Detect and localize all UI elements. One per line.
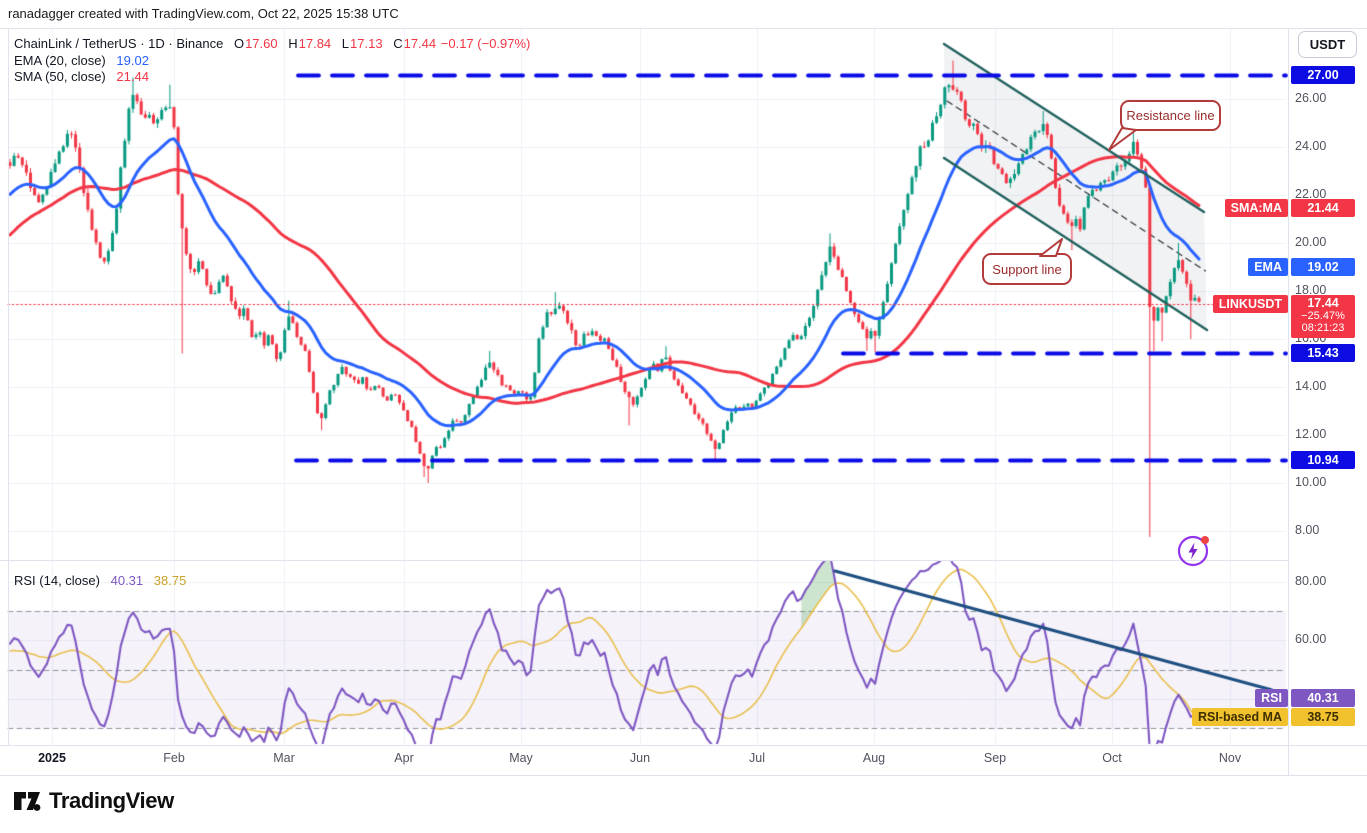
time-axis-label: Jun — [629, 751, 651, 765]
rsi-axis-label: 80.00 — [1295, 574, 1327, 588]
ohlc-high-label: H — [288, 36, 298, 51]
left-border — [8, 28, 9, 745]
level-27-badge: 27.00 — [1291, 66, 1355, 84]
price-axis-label: 8.00 — [1295, 523, 1320, 537]
support-line-label: Support line — [992, 261, 1062, 277]
time-axis-label: Oct — [1102, 751, 1122, 765]
ohlc-close-label: C — [393, 36, 403, 51]
ohlc-open-label: O — [233, 36, 245, 51]
rsi-ma-axis-label: RSI-based MA — [1191, 707, 1288, 726]
ema-axis-label: EMA — [1248, 257, 1288, 276]
ohlc-open-value: 17.60 — [245, 36, 278, 51]
level-1543-badge: 15.43 — [1291, 343, 1355, 362]
price-axis-label: 12.00 — [1295, 427, 1327, 441]
rsi-legend-row[interactable]: RSI (14, close) 40.31 38.75 — [14, 573, 186, 588]
price-axis-label: 22.00 — [1295, 187, 1327, 201]
sma-legend-row[interactable]: SMA (50, close) 21.44 — [14, 69, 149, 84]
rsi-ma-legend-value: 38.75 — [153, 573, 187, 588]
rsi-axis-label: 60.00 — [1295, 632, 1327, 647]
time-axis-label: May — [509, 751, 533, 765]
time-axis-label: Nov — [1218, 751, 1242, 765]
ohlc-change-value: −0.17 (−0.97%) — [440, 36, 531, 51]
tradingview-logo-icon — [14, 792, 41, 811]
last-price-value: 17.44 — [1307, 296, 1339, 311]
ema-value-badge: 19.02 — [1291, 257, 1355, 276]
resistance-line-label: Resistance line — [1126, 108, 1215, 123]
time-axis-label: Apr — [394, 751, 414, 765]
resistance-line-callout[interactable]: Resistance line — [1108, 100, 1221, 151]
currency-toggle-button[interactable]: USDT — [1298, 31, 1357, 58]
last-price-change-pct: −25.47% — [1301, 309, 1345, 322]
price-axis-label: 18.00 — [1295, 283, 1327, 297]
rsi-ma-value-badge: 38.75 — [1291, 707, 1355, 726]
price-axis-label: 26.00 — [1295, 91, 1327, 105]
rsi-legend-value: 40.31 — [110, 573, 144, 588]
sma-legend-label: SMA (50, close) — [14, 69, 106, 84]
flash-ideas-icon[interactable] — [1175, 533, 1211, 569]
level-1094-badge: 10.94 — [1291, 451, 1355, 470]
tradingview-logo-text: TradingView — [49, 787, 174, 813]
ema-legend-label: EMA (20, close) — [14, 53, 106, 68]
rsi-axis-label: RSI — [1255, 688, 1288, 707]
ohlc-high-value: 17.84 — [298, 36, 332, 51]
time-axis-label: Jul — [749, 751, 765, 765]
time-axis-label: Mar — [273, 751, 295, 765]
rsi-value-badge: 40.31 — [1291, 688, 1355, 707]
panel-separator — [0, 560, 1288, 561]
time-axis-bottom-border — [0, 775, 1367, 776]
time-axis-label: 2025 — [38, 751, 66, 765]
callout-tail-icon — [1108, 127, 1137, 151]
support-line-callout[interactable]: Support line — [982, 238, 1072, 285]
axis-separator — [1288, 28, 1289, 775]
ema-legend-value: 19.02 — [116, 53, 149, 68]
top-border — [0, 28, 1367, 29]
sma-value-badge: 21.44 — [1291, 199, 1355, 218]
tradingview-logo: TradingView — [12, 786, 174, 815]
sma-legend-value: 21.44 — [116, 69, 149, 84]
ohlc-low-value: 17.13 — [350, 36, 383, 51]
time-axis-label: Feb — [163, 751, 185, 765]
time-axis-label: Sep — [983, 751, 1007, 765]
callout-tail-icon — [1039, 238, 1063, 257]
price-axis-label: 20.00 — [1295, 235, 1327, 249]
price-axis-label: 24.00 — [1295, 139, 1327, 153]
time-axis-top-border — [0, 745, 1367, 746]
last-price-badge: 17.44 −25.47% 08:21:23 — [1291, 295, 1355, 338]
bar-countdown: 08:21:23 — [1301, 322, 1345, 335]
rsi-legend-label: RSI (14, close) — [14, 573, 100, 588]
ohlc-low-label: L — [341, 36, 350, 51]
price-axis-label: 14.00 — [1295, 379, 1327, 393]
symbol-title: ChainLink / TetherUS · 1D · Binance — [14, 36, 224, 51]
symbol-legend-row[interactable]: ChainLink / TetherUS · 1D · Binance O17.… — [14, 36, 530, 51]
sma-axis-label: SMA:MA — [1224, 199, 1288, 218]
attribution-text: ranadagger created with TradingView.com,… — [8, 6, 399, 21]
symbol-axis-label: LINKUSDT — [1212, 295, 1288, 314]
ohlc-close-value: 17.44 — [403, 36, 437, 51]
price-axis-label: 10.00 — [1295, 475, 1327, 489]
time-axis-label: Aug — [862, 751, 886, 765]
ema-legend-row[interactable]: EMA (20, close) 19.02 — [14, 53, 149, 68]
